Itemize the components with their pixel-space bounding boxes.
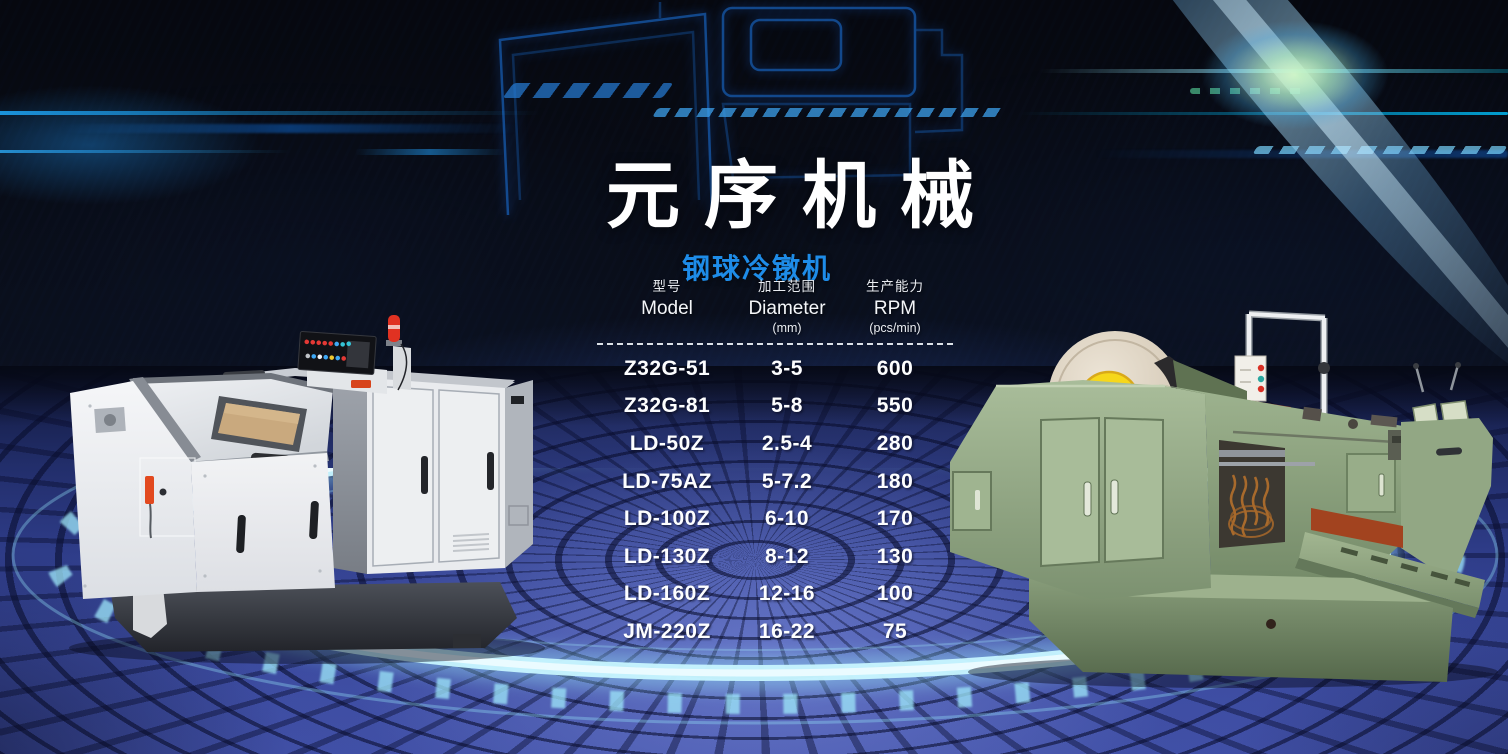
rpm-cell: 550 [876,394,914,418]
column-label-en: RPM [873,298,917,319]
column-label-zh: 生产能力 [866,279,924,294]
column-label-en: Diameter [748,298,826,319]
diameter-cell: 2.5-4 [761,431,813,455]
model-cell: LD-100Z [623,507,711,531]
diameter-cell: 6-10 [764,507,810,531]
green-cold-heading-machine-image [950,310,1498,688]
spec-row: LD-75AZ 5-7.2 180 [597,463,953,501]
dashed-divider [597,343,953,345]
model-cell: Z32G-81 [623,394,711,418]
spec-row: LD-50Z 2.5-4 280 [597,425,953,463]
spec-row: Z32G-51 3-5 600 [597,350,953,388]
diameter-cell: 3-5 [771,356,803,380]
column-header: 加工范围 Diameter (mm) [737,278,837,336]
column-label-zh: 型号 [652,279,682,294]
diameter-cell: 16-22 [758,619,816,643]
spec-row: Z32G-81 5-8 550 [597,388,953,426]
rpm-cell: 170 [876,507,914,531]
diameter-cell: 8-12 [764,544,810,568]
column-unit: (pcs/min) [869,321,921,335]
rpm-cell: 280 [876,431,914,455]
spec-table: 型号 Model 加工范围 Diameter (mm) 生产能力 RPM (pc… [597,278,953,651]
column-label-en: Model [641,298,693,319]
column-header: 生产能力 RPM (pcs/min) [837,278,953,336]
model-cell: LD-130Z [623,544,711,568]
spec-row: LD-160Z 12-16 100 [597,576,953,614]
column-label-zh: 加工范围 [758,279,816,294]
model-cell: LD-160Z [623,582,711,606]
white-cold-heading-machine-image [69,315,545,664]
spec-row: LD-100Z 6-10 170 [597,500,953,538]
light-streak [60,124,520,133]
rpm-cell: 600 [876,356,914,380]
flare-beam [1040,69,1508,73]
column-unit [597,321,737,336]
rpm-cell: 180 [876,469,914,493]
dashed-light-streak [652,108,1003,117]
model-cell: LD-50Z [629,431,705,455]
diameter-cell: 12-16 [758,582,816,606]
slash-marks [502,83,674,98]
model-cell: LD-75AZ [622,469,712,493]
column-header: 型号 Model [597,278,737,336]
spec-table-body: Z32G-51 3-5 600 Z32G-81 5-8 550 LD-50Z 2… [597,350,953,651]
rpm-cell: 75 [882,619,908,643]
spec-row: LD-130Z 8-12 130 [597,538,953,576]
rpm-cell: 100 [876,582,914,606]
model-cell: JM-220Z [623,619,711,643]
dashed-light-streak [1190,88,1310,94]
model-cell: Z32G-51 [623,356,711,380]
spec-row: JM-220Z 16-22 75 [597,613,953,651]
column-unit: (mm) [772,321,802,335]
spec-table-header: 型号 Model 加工范围 Diameter (mm) 生产能力 RPM (pc… [597,278,953,336]
rpm-cell: 130 [876,544,914,568]
lens-flare [1175,5,1415,145]
light-streak [0,111,540,115]
company-title: 元序机械 [606,153,998,237]
product-subtitle: 钢球冷镦机 [681,253,832,285]
diameter-cell: 5-7.2 [761,469,813,493]
diameter-cell: 5-8 [771,394,803,418]
light-streak [1020,112,1508,115]
lens-flare-tint [1245,40,1355,110]
